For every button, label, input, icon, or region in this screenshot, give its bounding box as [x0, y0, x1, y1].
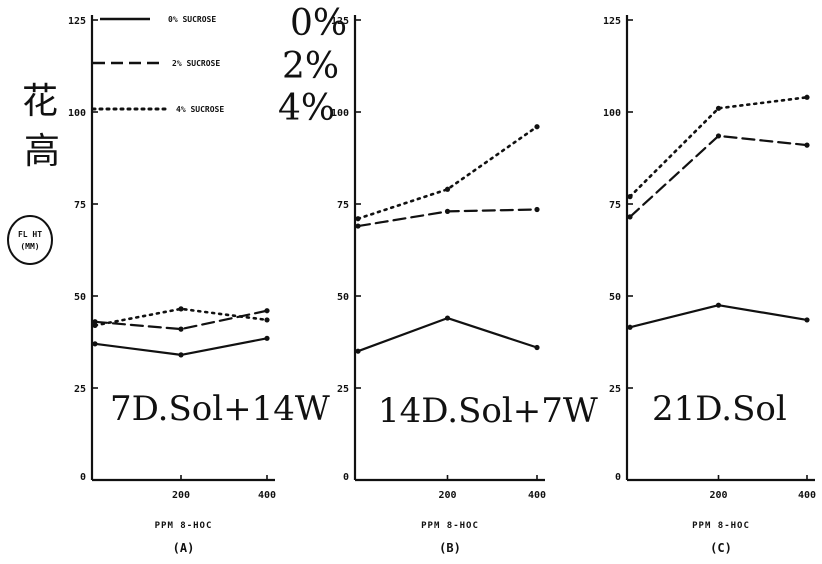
y-tick-label: 75	[74, 200, 86, 211]
data-point-dotted	[444, 186, 451, 192]
chart-panels: 0 25 50 75 100 125 200 400 PPM 8-HOC (A) 7D.Sol+14…	[68, 15, 816, 555]
panel-annotation: 21D.Sol	[652, 389, 787, 429]
panel-label: (C)	[710, 541, 732, 555]
series-line-dotted	[356, 125, 539, 220]
data-point-dashed	[534, 206, 540, 213]
ylabel-cjk-1: 花	[22, 81, 58, 122]
y-tick-label: 50	[74, 292, 86, 303]
y-tick-label: 100	[331, 108, 349, 119]
panel-2: 0 25 50 75 100 125 200 400 PPM 8-HOC (C) 21D.Sol	[603, 15, 816, 555]
data-point-dotted	[92, 322, 98, 329]
y-tick-label: 100	[68, 108, 86, 119]
data-point-dashed	[264, 308, 270, 314]
ylabel-line-2: (MM)	[20, 242, 39, 251]
data-point-dotted	[627, 194, 633, 200]
data-point-solid	[534, 344, 540, 351]
series-line-solid	[628, 304, 809, 329]
data-point-dotted	[534, 124, 540, 130]
x-tick-label: 400	[528, 490, 546, 501]
data-point-solid	[355, 348, 361, 354]
y-tick-label: 125	[331, 16, 349, 27]
panel-label: (B)	[439, 541, 461, 555]
x-axis-title: PPM 8-HOC	[155, 521, 213, 531]
ylabel-line-1: FL HT	[18, 230, 42, 239]
y-tick-label: 100	[603, 108, 621, 119]
y-tick-label: 25	[609, 384, 621, 395]
y-tick-label: 0	[615, 472, 621, 483]
y-tick-label: 0	[343, 472, 349, 483]
x-tick-label: 400	[798, 490, 816, 501]
data-point-dotted	[804, 94, 810, 100]
data-point-dotted	[715, 105, 722, 111]
series-line-dashed	[628, 134, 809, 218]
data-point-solid	[178, 352, 184, 358]
x-tick-label: 200	[172, 490, 190, 501]
y-tick-label: 75	[337, 200, 349, 211]
x-tick-label: 200	[709, 490, 727, 501]
data-point-dashed	[178, 326, 184, 332]
panel-label: (A)	[173, 541, 195, 555]
data-point-dashed	[627, 214, 633, 220]
ylabel-circle	[7, 215, 53, 265]
legend-hand-0: 0%	[290, 3, 347, 44]
data-point-solid	[804, 317, 810, 323]
y-tick-label: 0	[80, 472, 86, 483]
x-tick-label: 400	[258, 490, 276, 501]
data-point-dashed	[92, 319, 98, 325]
legend-entry-1: 2% SUCROSE 2%	[93, 46, 339, 87]
legend-entry-0: 0% SUCROSE 0%	[100, 3, 347, 44]
legend-entry-2: 4% SUCROSE 4%	[91, 88, 335, 129]
panel-annotation: 7D.Sol+14W	[110, 389, 330, 429]
y-tick-label: 125	[68, 16, 86, 27]
legend-hand-2: 4%	[278, 88, 335, 129]
data-point-dashed	[715, 133, 722, 139]
y-tick-label: 25	[74, 384, 86, 395]
panel-annotation: 14D.Sol+7W	[378, 391, 598, 431]
data-point-dashed	[444, 208, 451, 214]
y-tick-label: 125	[603, 16, 621, 27]
legend-text-1: 2% SUCROSE	[172, 59, 220, 68]
y-tick-label: 50	[337, 292, 349, 303]
x-axis-title: PPM 8-HOC	[692, 521, 750, 531]
series-line-solid	[356, 317, 539, 353]
x-tick-label: 200	[438, 490, 456, 501]
legend-text-0: 0% SUCROSE	[168, 15, 216, 24]
ylabel-cjk-2: 高	[24, 131, 60, 172]
data-point-dotted	[355, 216, 361, 222]
data-point-solid	[264, 335, 270, 341]
data-point-dotted	[264, 317, 270, 323]
y-axis-label-group: 花 高 FL HT (MM)	[7, 81, 60, 265]
legend: 0% SUCROSE 0% 2% SUCROSE 2% 4% SUCROSE 4…	[91, 3, 347, 129]
data-point-solid	[444, 315, 451, 321]
legend-hand-1: 2%	[282, 46, 339, 87]
series-line-dotted	[93, 307, 269, 327]
data-point-dotted	[178, 306, 184, 312]
legend-text-2: 4% SUCROSE	[176, 105, 224, 114]
data-point-dashed	[804, 142, 810, 148]
panel-0: 0 25 50 75 100 125 200 400 PPM 8-HOC (A) 7D.Sol+14…	[68, 15, 330, 555]
data-point-dashed	[355, 223, 361, 229]
y-tick-label: 50	[609, 292, 621, 303]
x-axis-title: PPM 8-HOC	[421, 521, 479, 531]
series-line-dotted	[628, 96, 809, 198]
data-point-solid	[92, 341, 98, 347]
data-point-solid	[627, 324, 633, 330]
y-tick-label: 75	[609, 200, 621, 211]
panel-1: 0 25 50 75 100 125 200 400 PPM 8-HOC (B) 14D.Sol+7…	[331, 15, 598, 555]
series-line-dashed	[93, 309, 269, 331]
data-point-solid	[715, 302, 722, 308]
y-tick-label: 25	[337, 384, 349, 395]
